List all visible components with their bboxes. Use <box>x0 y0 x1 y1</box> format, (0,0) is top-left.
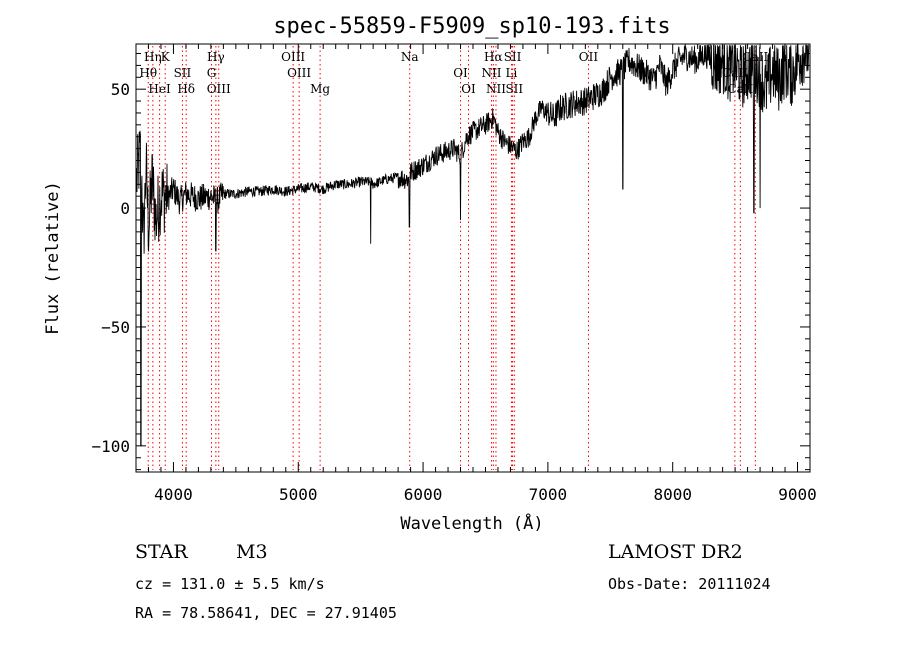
object-subclass: M3 <box>236 541 268 563</box>
line-marker-label: Hγ <box>207 50 225 64</box>
axis-ticks: 4000 5000 6000 7000 8000 9000 −100 −50 0 50 <box>91 44 817 504</box>
line-marker-label: Hδ <box>177 82 195 96</box>
line-marker-label: NII <box>486 82 506 96</box>
object-class: STAR <box>135 541 188 563</box>
line-marker-label: CaII <box>742 50 768 64</box>
obs-date: Obs-Date: 20111024 <box>608 575 771 593</box>
line-marker-label: OI <box>453 66 468 80</box>
x-tick-label: 9000 <box>778 485 817 504</box>
line-marker-label: Hη <box>144 50 162 64</box>
y-tick-label: −100 <box>91 437 130 456</box>
line-marker-label: K <box>161 50 171 64</box>
line-marker-label: OIII <box>281 50 305 64</box>
x-tick-label: 4000 <box>154 485 193 504</box>
y-tick-label: 0 <box>120 199 130 218</box>
chart-title: spec-55859-F5909_sp10-193.fits <box>273 14 670 39</box>
line-marker-label: OI <box>461 82 476 96</box>
line-markers <box>147 46 756 470</box>
spectrum-line <box>136 43 810 447</box>
line-marker-label: OIII <box>287 66 311 80</box>
coordinates: RA = 78.58641, DEC = 27.91405 <box>135 604 397 622</box>
line-marker-label: HeI <box>148 82 171 96</box>
y-axis-label: Flux (relative) <box>43 181 63 335</box>
survey-name: LAMOST DR2 <box>608 541 743 563</box>
x-tick-label: 5000 <box>279 485 318 504</box>
line-marker-label: Mg <box>310 82 330 96</box>
line-marker-label: OIII <box>207 82 231 96</box>
line-marker-label: Hθ <box>139 66 157 80</box>
line-marker-label: Li <box>506 66 518 80</box>
line-marker-label: OII <box>579 50 599 64</box>
line-marker-label: Na <box>401 50 419 64</box>
line-marker-label: CaII <box>722 66 748 80</box>
redshift-cz: cz = 131.0 ± 5.5 km/s <box>135 575 325 593</box>
line-marker-label: SII <box>504 50 522 64</box>
line-marker-label: G <box>207 66 217 80</box>
line-marker-label: SII <box>174 66 192 80</box>
x-tick-label: 8000 <box>653 485 692 504</box>
line-marker-label: NII <box>481 66 501 80</box>
line-marker-labels: HηHθHeIKSIIHδHγGOIIIOIIIOIIIMgNaOIOIHαNI… <box>139 50 768 96</box>
x-axis-label: Wavelength (Å) <box>400 512 543 534</box>
y-tick-label: 50 <box>111 80 130 99</box>
spectrum-series <box>136 43 810 447</box>
x-tick-label: 7000 <box>529 485 568 504</box>
plot-frame <box>135 43 811 473</box>
x-tick-label: 6000 <box>404 485 443 504</box>
y-tick-label: −50 <box>101 318 130 337</box>
line-marker-label: CaII <box>727 82 753 96</box>
line-marker-label: Hα <box>484 50 503 64</box>
line-marker-label: SII <box>505 82 523 96</box>
